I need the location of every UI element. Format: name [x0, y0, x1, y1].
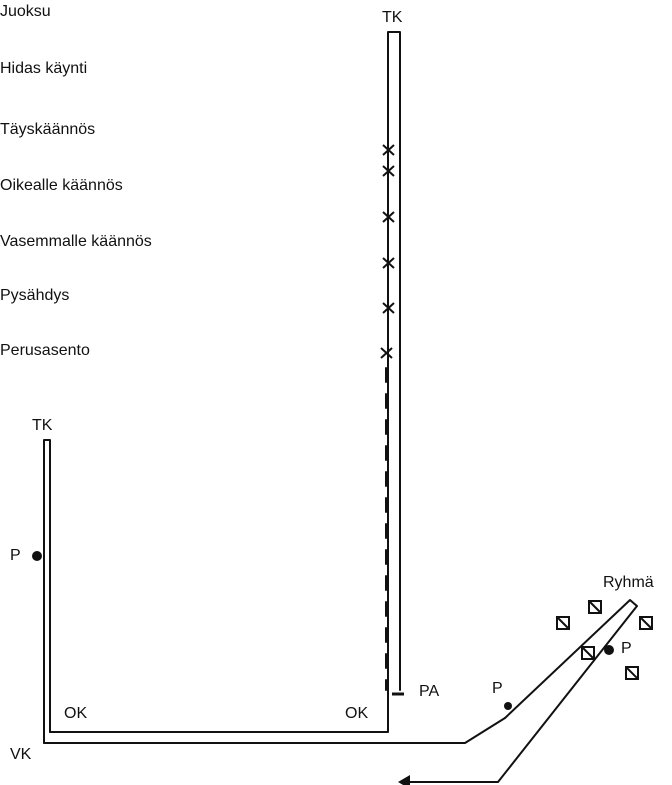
label-vk: VK	[10, 746, 32, 763]
label-tk-left: TK	[32, 417, 53, 434]
group-person-4	[581, 646, 595, 660]
stop-dot-group	[604, 645, 614, 655]
bottom-leg-outer-path	[43, 717, 506, 744]
turn-markers	[380, 144, 395, 359]
group-members	[556, 600, 653, 680]
label-tk-top: TK	[382, 9, 403, 26]
end-arrow-icon	[398, 775, 410, 785]
cross-marker-1	[382, 144, 395, 156]
cross-marker-2	[382, 165, 395, 177]
cross-marker-3	[382, 211, 395, 223]
cross-marker-6	[380, 347, 393, 359]
legend-item-pysahdys: Pysähdys	[0, 287, 70, 304]
legend-item-oikealle-kaannos: Oikealle käännös	[0, 177, 123, 194]
stop-dot-left	[32, 551, 42, 561]
label-p-group: P	[621, 640, 632, 657]
right-column-path	[387, 31, 401, 729]
cross-marker-4	[382, 257, 395, 269]
legend-item-juoksu: Juoksu	[0, 3, 51, 20]
group-person-3	[639, 616, 653, 630]
group-person-1	[556, 616, 570, 630]
label-p-path: P	[492, 680, 503, 697]
bottom-leg-path	[49, 727, 389, 733]
group-person-2	[588, 600, 602, 614]
label-ok-right: OK	[345, 705, 369, 722]
legend-item-perusasento: Perusasento	[0, 342, 90, 359]
legend-item-tayskaannos: Täyskäännös	[0, 121, 96, 138]
cross-marker-5	[382, 302, 395, 314]
label-p-left: P	[10, 547, 21, 564]
diagonal-to-group-path	[406, 599, 638, 783]
left-leg-path	[43, 439, 51, 744]
label-ok-left: OK	[64, 705, 88, 722]
legend-item-hidas-kaynti: Hidas käynti	[0, 60, 88, 77]
legend-item-vasemmalle-kaannos: Vasemmalle käännös	[0, 233, 152, 250]
label-group: Ryhmä	[603, 574, 654, 591]
stop-dot-path	[504, 702, 512, 710]
label-pa: PA	[419, 683, 440, 700]
group-person-5	[625, 666, 639, 680]
